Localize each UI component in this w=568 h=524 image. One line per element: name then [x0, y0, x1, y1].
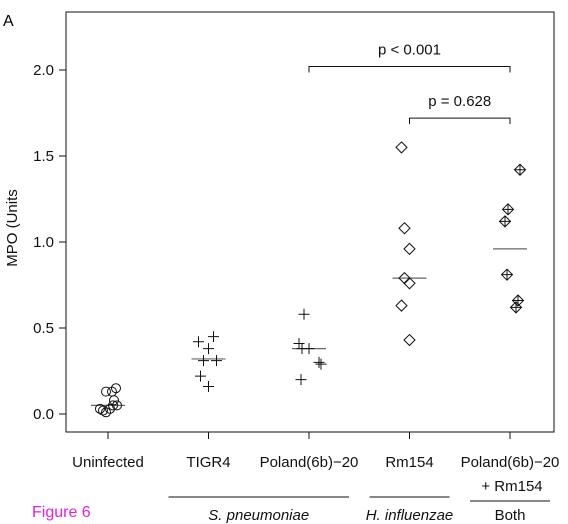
- x-tick-label: Rm154: [385, 454, 433, 471]
- data-point-diamond-plus: [500, 268, 514, 281]
- significance-bracket: [308, 66, 511, 73]
- y-axis-label: MPO (Units: [4, 189, 21, 267]
- data-point-plus: [208, 331, 219, 343]
- data-point-circle: [95, 403, 105, 414]
- y-tick-label: 0.5: [33, 320, 54, 337]
- data-point-circle: [109, 395, 119, 406]
- group-label: Both: [495, 507, 526, 524]
- data-point-circle: [111, 383, 121, 394]
- y-tick-label: 1.5: [33, 148, 54, 165]
- data-point-plus: [313, 356, 325, 368]
- data-point-plus: [211, 355, 222, 367]
- data-point-diamond-plus: [501, 203, 515, 216]
- data-point-diamond-plus: [509, 301, 523, 314]
- plot-frame: [65, 11, 555, 433]
- data-point-diamond: [403, 333, 416, 347]
- data-point-plus: [203, 380, 214, 392]
- data-point-plus: [295, 374, 307, 386]
- data-point-plus: [193, 336, 204, 348]
- x-tick-label: Uninfected: [72, 454, 144, 471]
- data-point-plus: [198, 355, 209, 367]
- x-tick-label: TIGR4: [186, 454, 230, 471]
- data-point-plus: [203, 343, 214, 355]
- data-point-diamond: [403, 277, 416, 290]
- y-tick-label: 2.0: [33, 62, 54, 79]
- chart-plot-area: 0.0 0.5 1.0 1.5 2.0 MPO (Units Uninfected TIGR4…: [4, 11, 560, 524]
- data-point-diamond: [398, 222, 411, 235]
- group-label: S. pneumoniae: [208, 507, 309, 524]
- significance-label: p < 0.001: [378, 42, 441, 59]
- data-point-diamond: [403, 242, 416, 256]
- data-point-diamond: [395, 141, 408, 154]
- panel-label: A: [3, 13, 14, 30]
- data-point-circle: [112, 400, 122, 411]
- y-tick-label: 1.0: [33, 234, 54, 251]
- x-tick-label: Poland(6b)−20: [461, 454, 560, 471]
- significance-bracket: [409, 117, 511, 125]
- data-point-circle: [98, 405, 108, 416]
- data-point-diamond-plus: [498, 215, 512, 228]
- data-point-circle: [108, 400, 118, 411]
- significance-label: p = 0.628: [428, 93, 491, 110]
- figure-label: Figure 6: [32, 504, 91, 521]
- data-point-plus: [293, 337, 305, 349]
- data-point-plus: [195, 370, 206, 382]
- x-tick-label-line2: + Rm154: [481, 478, 542, 495]
- data-point-plus: [303, 343, 315, 355]
- group-label: H. influenzae: [366, 507, 454, 524]
- data-point-plus: [298, 308, 310, 320]
- x-tick-label: Poland(6b)−20: [260, 454, 359, 471]
- data-point-plus: [315, 358, 327, 370]
- data-point-diamond-plus: [513, 163, 527, 176]
- data-point-circle: [101, 386, 111, 397]
- y-tick-label: 0.0: [33, 406, 54, 423]
- data-point-diamond: [395, 299, 408, 312]
